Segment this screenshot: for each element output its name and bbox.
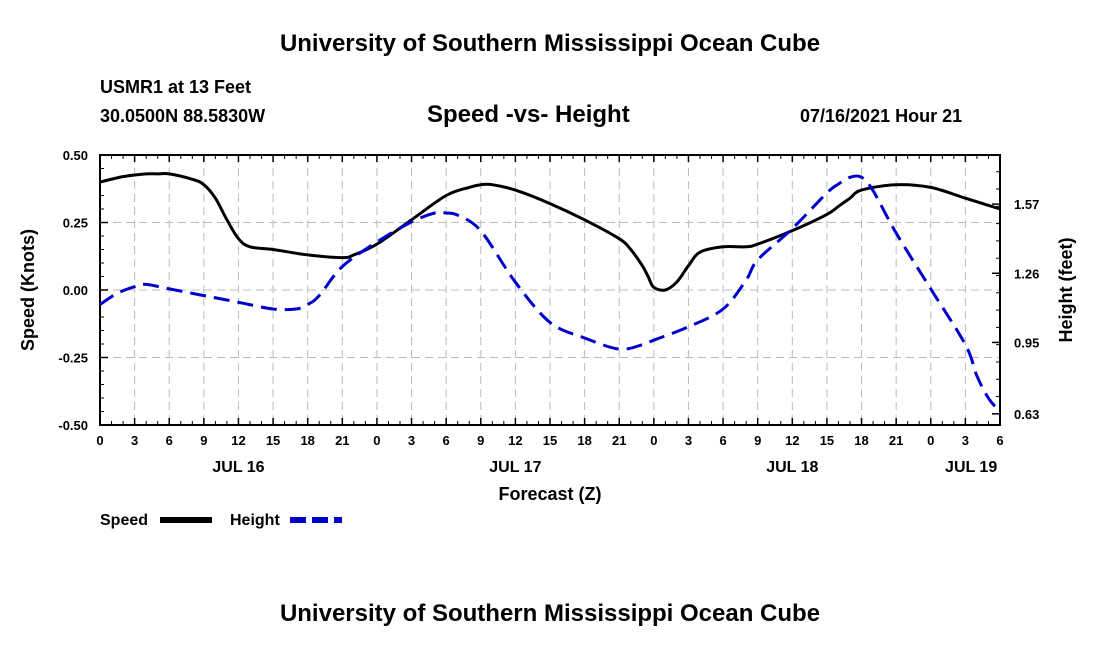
- day-label: JUL 17: [489, 459, 541, 476]
- forecast-datetime: 07/16/2021 Hour 21: [800, 106, 963, 126]
- x-tick-label: 21: [612, 433, 626, 448]
- x-tick-label: 6: [719, 433, 726, 448]
- x-tick-label: 9: [754, 433, 761, 448]
- y-left-tick-label: -0.25: [58, 351, 88, 366]
- x-tick-label: 0: [96, 433, 103, 448]
- y-left-axis-title: Speed (Knots): [18, 229, 38, 351]
- series-lines: [99, 172, 1002, 413]
- day-label: JUL 16: [212, 459, 264, 476]
- x-tick-label: 18: [577, 433, 591, 448]
- legend: Speed Height: [100, 512, 342, 529]
- axis-labels: 0 3 6 9 12 15 18 21 0 3 6 9 12 15 18 21 0 3 6 9 12 15 18 21 0 3 60…: [18, 148, 1076, 504]
- x-tick-label: 12: [508, 433, 522, 448]
- y-right-tick-label: 0.95: [1014, 335, 1039, 350]
- footer-title: University of Southern Mississippi Ocean…: [279, 600, 821, 627]
- x-tick-label: 15: [820, 433, 834, 448]
- x-tick-label: 12: [785, 433, 799, 448]
- station-label: USMR1 at 13 Feet: [100, 77, 252, 97]
- y-left-tick-label: 0.00: [63, 283, 88, 298]
- coordinates-label: 30.0500N 88.5830W: [100, 106, 266, 126]
- x-tick-label: 3: [685, 433, 692, 448]
- axis-ticks: [99, 154, 1001, 426]
- x-tick-label: 0: [927, 433, 934, 448]
- day-label: JUL 19: [945, 459, 997, 476]
- y-right-axis-title: Height (feet): [1056, 238, 1076, 343]
- x-tick-label: 6: [443, 433, 450, 448]
- y-left-tick-label: 0.25: [63, 216, 88, 231]
- x-tick-label: 6: [166, 433, 173, 448]
- x-tick-label: 18: [300, 433, 314, 448]
- x-tick-label: 6: [996, 433, 1003, 448]
- x-tick-label: 0: [373, 433, 380, 448]
- series-line-height: [99, 174, 1002, 413]
- x-tick-label: 9: [477, 433, 484, 448]
- x-tick-label: 12: [231, 433, 245, 448]
- y-right-tick-label: 1.57: [1014, 197, 1039, 212]
- legend-label-speed: Speed: [100, 512, 148, 529]
- x-tick-label: 3: [962, 433, 969, 448]
- legend-label-height: Height: [230, 512, 280, 529]
- x-axis-title: Forecast (Z): [498, 484, 601, 504]
- y-left-tick-label: 0.50: [63, 148, 88, 163]
- x-tick-label: 21: [889, 433, 903, 448]
- x-tick-label: 3: [408, 433, 415, 448]
- x-tick-label: 15: [266, 433, 280, 448]
- y-right-tick-label: 1.26: [1014, 266, 1039, 281]
- y-left-tick-label: -0.50: [58, 418, 88, 433]
- day-label: JUL 18: [766, 459, 818, 476]
- x-tick-label: 21: [335, 433, 349, 448]
- series-line-speed: [99, 172, 1001, 292]
- page-title: University of Southern Mississippi Ocean…: [279, 30, 821, 57]
- x-tick-label: 15: [543, 433, 557, 448]
- y-right-tick-label: 0.63: [1014, 407, 1039, 422]
- x-tick-label: 18: [854, 433, 868, 448]
- x-tick-label: 3: [131, 433, 138, 448]
- x-tick-label: 9: [200, 433, 207, 448]
- chart-title: Speed -vs- Height: [427, 101, 630, 128]
- x-tick-label: 0: [650, 433, 657, 448]
- chart-grid: [100, 155, 1000, 425]
